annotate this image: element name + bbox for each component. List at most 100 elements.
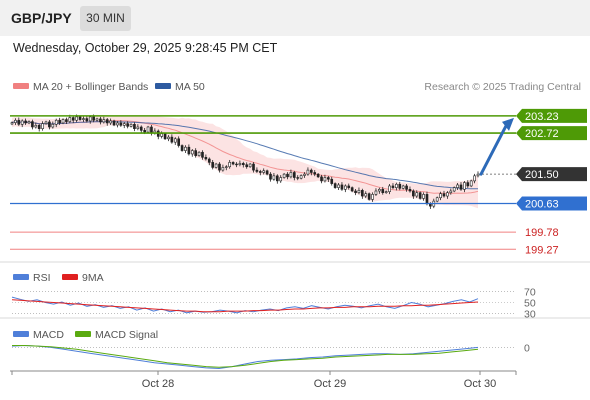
price-levels: 203.23 202.72 201.50 200.63 199.78 199.27 — [10, 108, 587, 256]
candle — [330, 178, 334, 184]
candle — [306, 169, 310, 175]
candle — [279, 177, 283, 182]
candle — [34, 125, 38, 128]
candle — [265, 170, 269, 175]
candle — [347, 185, 351, 188]
target-label: 199.27 — [525, 244, 559, 256]
candle — [139, 126, 143, 131]
candle — [75, 116, 78, 121]
candle — [469, 180, 473, 187]
candle — [310, 169, 313, 173]
candle — [61, 119, 65, 124]
candle — [173, 138, 177, 143]
candle — [354, 190, 357, 193]
rsi-level-label: 30 — [524, 308, 536, 320]
candle — [82, 118, 85, 120]
macd-series-1-line — [12, 345, 479, 368]
candle — [473, 175, 476, 182]
candle — [17, 119, 21, 125]
bollinger-band — [12, 114, 478, 209]
candle — [371, 194, 374, 200]
candle — [65, 119, 68, 122]
candle — [344, 185, 347, 190]
candle — [272, 175, 276, 180]
candle — [269, 173, 272, 180]
macd-panel: 0 — [11, 342, 530, 370]
candle — [190, 150, 194, 155]
candle — [143, 130, 146, 133]
candle — [323, 177, 327, 182]
last-price-tag — [516, 167, 587, 182]
candle — [235, 163, 238, 166]
candle — [20, 120, 24, 125]
candle — [289, 172, 293, 178]
candle — [68, 117, 72, 122]
rsi-level-label: 70 — [524, 287, 536, 299]
candle — [58, 119, 61, 124]
candle — [180, 145, 184, 151]
candle — [248, 163, 252, 168]
candle — [238, 163, 242, 166]
candle — [187, 146, 191, 155]
candle — [299, 175, 303, 179]
candle — [95, 118, 99, 121]
legend-swatch-ma50 — [155, 83, 171, 89]
candle — [245, 164, 249, 168]
candle — [10, 122, 14, 125]
candle — [44, 121, 48, 124]
candle — [214, 163, 218, 168]
candle — [194, 150, 198, 156]
candle — [14, 119, 17, 123]
candle — [24, 120, 27, 124]
candle — [41, 123, 44, 129]
candle — [204, 157, 208, 160]
resistance-label: 203.23 — [525, 111, 559, 123]
candle — [425, 194, 429, 205]
candle — [466, 182, 470, 187]
candle — [361, 190, 364, 197]
legend-swatch-rsi-ma — [62, 274, 78, 280]
support-tag — [516, 196, 587, 211]
candle — [374, 190, 378, 195]
candle — [252, 163, 255, 171]
candle — [116, 122, 119, 126]
candle — [170, 136, 174, 143]
candle — [146, 126, 150, 133]
timeframe-button[interactable]: 30 MIN — [80, 6, 131, 31]
candle — [102, 119, 106, 123]
candle — [316, 173, 320, 178]
candle — [224, 166, 228, 168]
chart-datetime: Wednesday, October 29, 2025 9:28:45 PM C… — [13, 41, 278, 55]
legend-label-macd-signal: MACD Signal — [95, 329, 158, 341]
candle — [133, 124, 136, 129]
candle — [85, 118, 89, 122]
candle — [463, 182, 466, 190]
rsi-series-0-line — [11, 296, 479, 314]
candle — [129, 124, 133, 127]
candle — [415, 192, 419, 197]
candle — [459, 184, 463, 190]
target-label: 199.78 — [525, 227, 559, 239]
candle — [442, 193, 446, 197]
candle — [350, 187, 354, 192]
x-tick-label: Oct 29 — [314, 378, 346, 390]
candle — [337, 184, 340, 188]
candle — [241, 163, 245, 166]
candle — [163, 133, 167, 140]
price-panel — [10, 114, 480, 209]
resistance-tag — [516, 108, 587, 123]
candle — [92, 116, 95, 121]
candle — [435, 197, 439, 202]
last-price-label: 201.50 — [525, 169, 559, 181]
candle — [405, 185, 408, 190]
candle — [258, 171, 262, 173]
candle — [211, 162, 215, 168]
candle — [282, 173, 286, 178]
candle — [27, 121, 31, 124]
support-label: 200.63 — [525, 198, 559, 210]
candle — [255, 169, 259, 172]
watermark-text: Research © 2025 Trading Central — [424, 81, 581, 93]
resistance-tag — [516, 126, 587, 141]
